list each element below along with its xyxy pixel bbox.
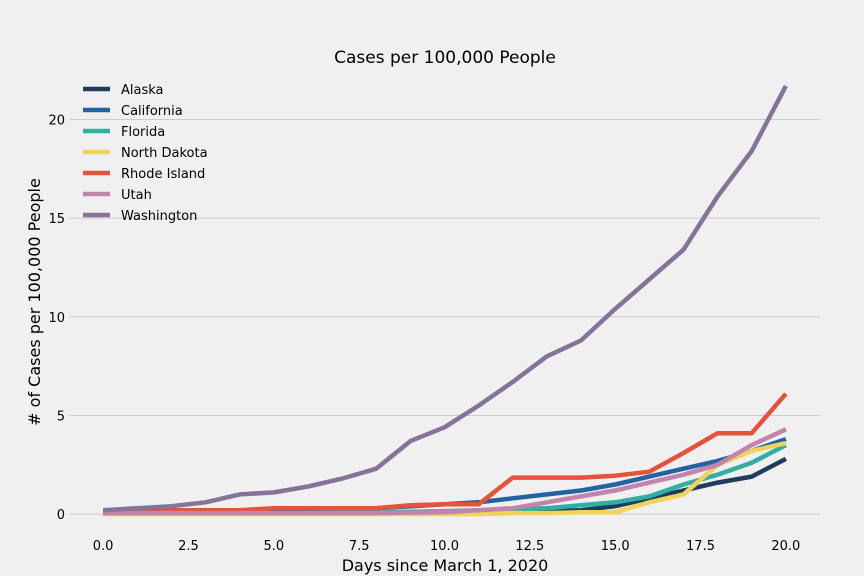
x-tick-label: 20.0 xyxy=(771,539,800,554)
x-axis-ticks: 0.0 2.5 5.0 7.5 10.0 12.5 15.0 17.5 20.0 xyxy=(93,539,801,554)
legend-label: Washington xyxy=(121,209,197,224)
series-lines xyxy=(102,84,788,517)
y-tick-label: 0 xyxy=(57,508,65,523)
x-tick-label: 17.5 xyxy=(686,539,715,554)
legend-label: Utah xyxy=(121,188,152,203)
y-tick-label: 5 xyxy=(57,409,65,424)
legend-item-rhode-island: Rhode Island xyxy=(83,167,205,182)
y-axis-label: # of Cases per 100,000 People xyxy=(25,178,44,426)
legend-label: Alaska xyxy=(121,83,164,98)
grid xyxy=(69,118,820,515)
x-tick-label: 15.0 xyxy=(601,539,630,554)
legend-item-washington: Washington xyxy=(83,209,197,224)
legend-item-california: California xyxy=(83,104,183,119)
legend-item-utah: Utah xyxy=(83,188,152,203)
legend-item-alaska: Alaska xyxy=(83,83,164,98)
series-line-rhode-island xyxy=(103,392,788,514)
x-tick-label: 2.5 xyxy=(178,539,199,554)
legend-item-florida: Florida xyxy=(83,125,165,140)
series-line-washington xyxy=(102,84,788,513)
legend-label: California xyxy=(121,104,183,119)
legend-label: North Dakota xyxy=(121,146,208,161)
x-tick-label: 10.0 xyxy=(430,539,459,554)
y-tick-label: 10 xyxy=(48,311,65,326)
legend: Alaska California Florida North Dakota Rhode… xyxy=(83,83,208,224)
series-line-utah xyxy=(103,427,787,516)
x-tick-label: 7.5 xyxy=(349,539,370,554)
x-axis-label: Days since March 1, 2020 xyxy=(342,556,549,575)
x-tick-label: 12.5 xyxy=(515,539,544,554)
chart-title: Cases per 100,000 People xyxy=(334,48,556,68)
legend-item-north-dakota: North Dakota xyxy=(83,146,208,161)
x-tick-label: 0.0 xyxy=(93,539,114,554)
y-axis-ticks: 0 5 10 15 20 xyxy=(48,113,65,523)
legend-label: Rhode Island xyxy=(121,167,205,182)
x-tick-label: 5.0 xyxy=(263,539,284,554)
y-tick-label: 20 xyxy=(48,113,65,128)
legend-label: Florida xyxy=(121,125,165,140)
y-tick-label: 15 xyxy=(48,212,65,227)
